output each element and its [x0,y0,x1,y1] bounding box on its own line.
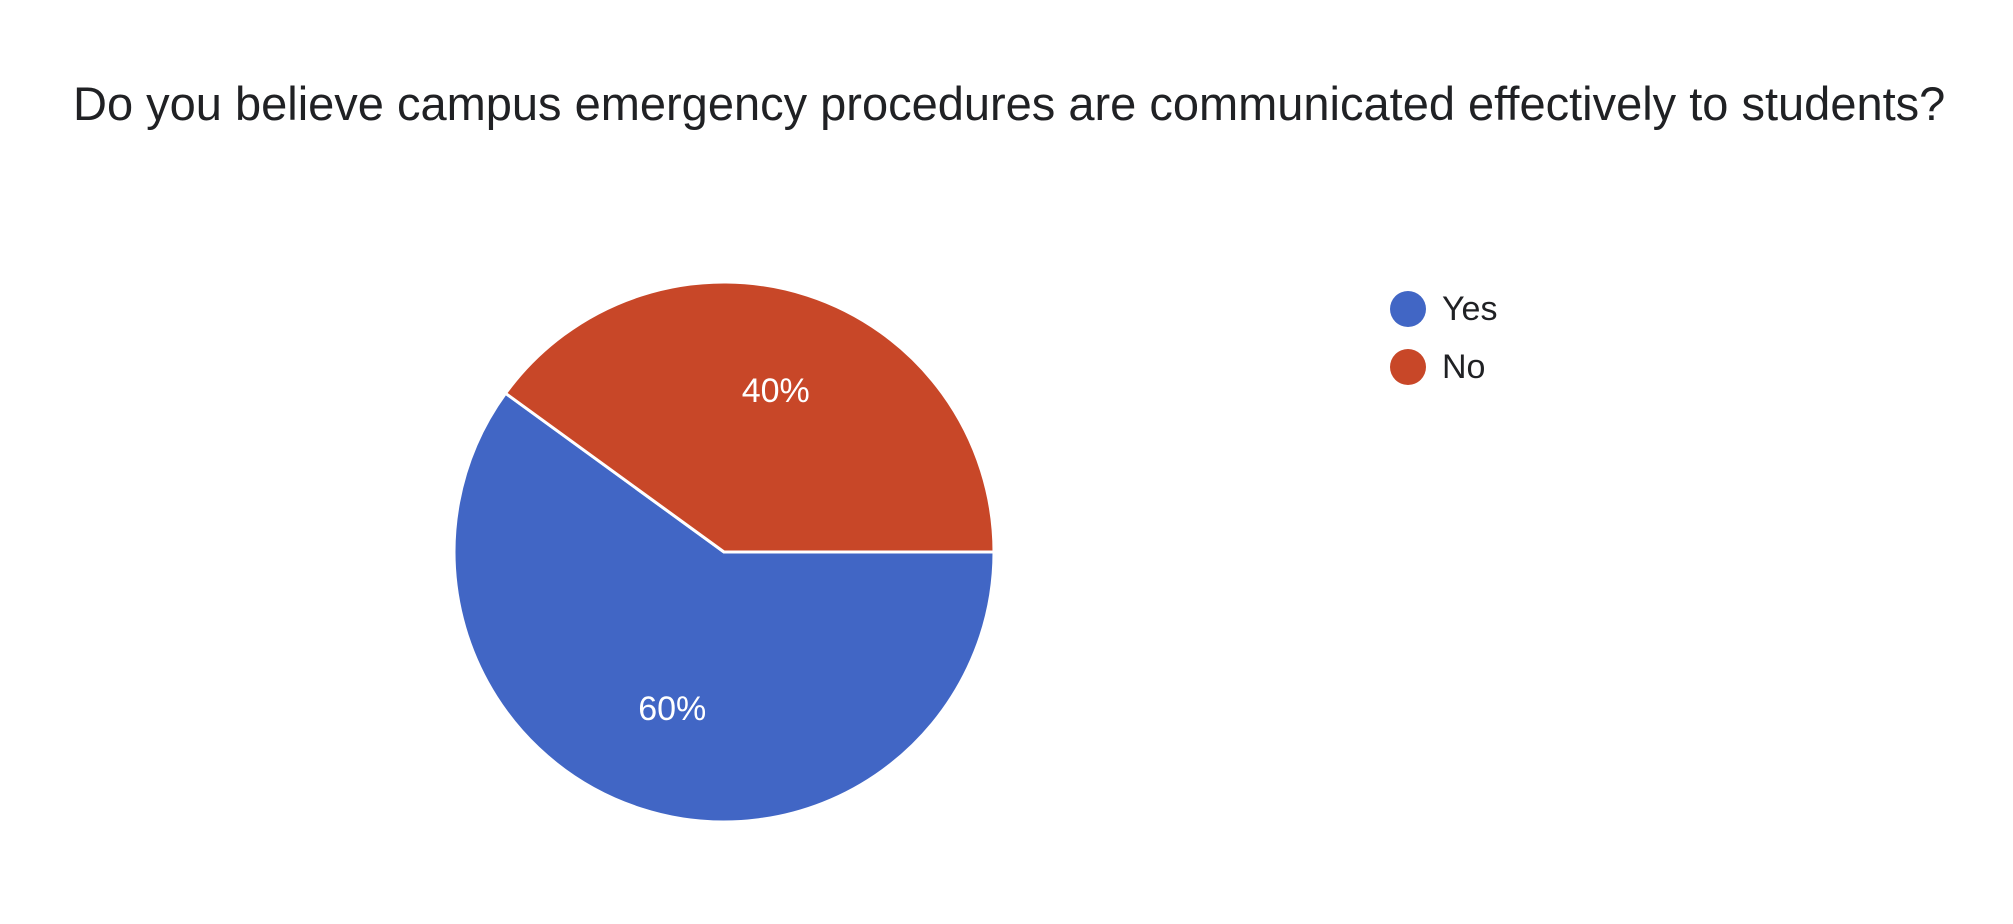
legend-item-yes[interactable]: Yes [1390,280,1497,338]
legend-label-no: No [1442,347,1486,386]
pie-labels: 60% 40% [638,372,810,728]
slice-label-yes: 60% [638,690,706,728]
pie-slice-yes[interactable] [452,391,996,824]
legend-item-no[interactable]: No [1390,338,1497,396]
legend-swatch-no [1390,349,1426,385]
legend-label-yes: Yes [1442,289,1498,328]
legend-swatch-yes [1390,291,1426,327]
pie-slices [452,280,996,824]
pie-slice-no[interactable] [503,280,996,554]
chart-title: Do you believe campus emergency procedur… [73,77,1946,130]
legend: Yes No [1390,280,1497,396]
slice-label-no: 40% [742,372,810,410]
